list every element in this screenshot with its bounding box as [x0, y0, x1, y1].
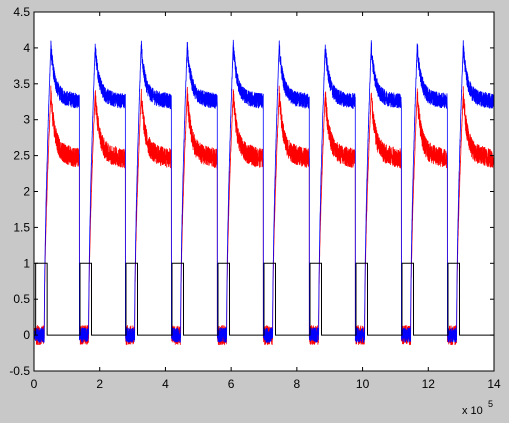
x-tick-label: 4 — [162, 377, 169, 391]
x-tick-label: 8 — [294, 377, 301, 391]
y-tick-label: -0.5 — [9, 364, 30, 378]
x-tick-label: 10 — [356, 377, 370, 391]
x-multiplier: x 10 5 — [462, 399, 493, 417]
x-multiplier-exponent: 5 — [488, 399, 493, 409]
x-tick-label: 6 — [228, 377, 235, 391]
x-tick-label: 14 — [487, 377, 501, 391]
x-tick-label: 12 — [422, 377, 436, 391]
x-multiplier-label: x 10 — [462, 405, 483, 417]
y-tick-label: 1.5 — [13, 220, 30, 234]
series-line-red — [33, 85, 495, 346]
y-tick-label: 1 — [23, 256, 30, 270]
y-tick-label: 3 — [23, 113, 30, 127]
series-layer — [33, 39, 495, 346]
ticks-layer: 0 2 4 6 8 10 12 14-0.500.511.522.533.544.5 — [9, 5, 501, 391]
series-line-black — [34, 262, 494, 336]
y-tick-label: 2.5 — [13, 149, 30, 163]
x-tick-label: 0 — [31, 377, 38, 391]
x-tick-label: 2 — [96, 377, 103, 391]
y-tick-label: 4.5 — [13, 5, 30, 19]
y-tick-label: 0.5 — [13, 292, 30, 306]
y-tick-label: 3.5 — [13, 77, 30, 91]
y-tick-label: 2 — [23, 185, 30, 199]
y-tick-label: 4 — [23, 41, 30, 55]
y-tick-label: 0 — [23, 328, 30, 342]
